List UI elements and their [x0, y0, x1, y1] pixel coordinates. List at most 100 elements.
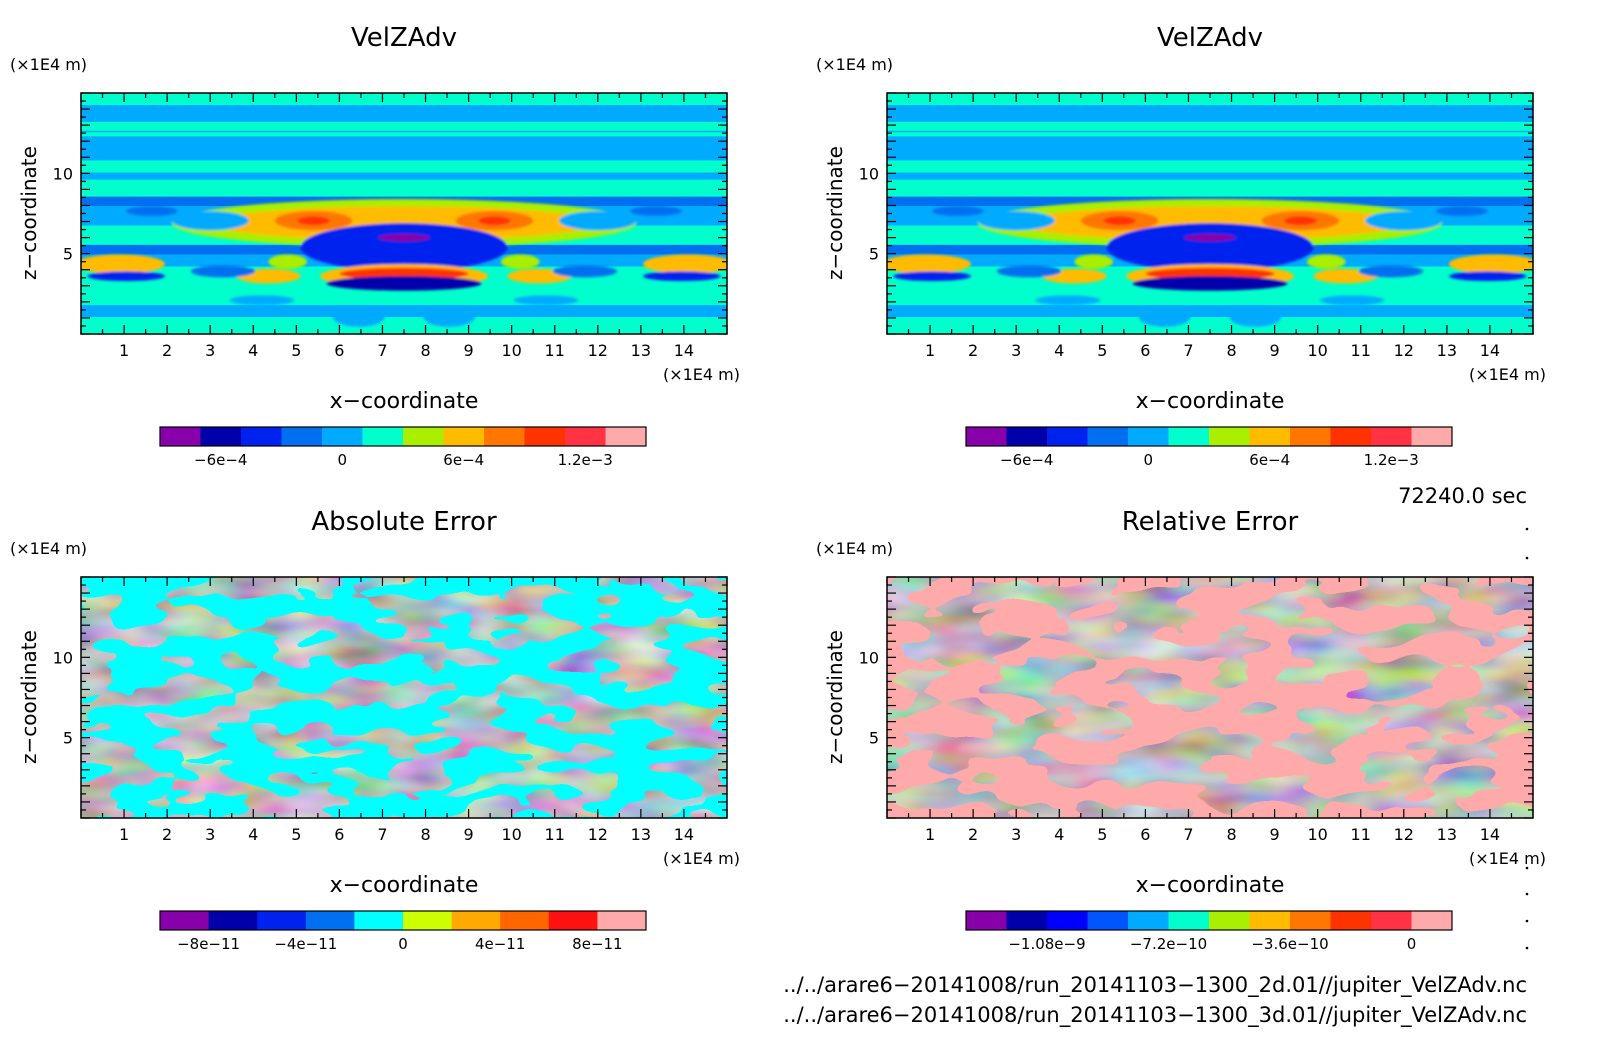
colorbar-swatch	[524, 427, 566, 446]
x-unit-label: (×1E4 m)	[1469, 365, 1546, 384]
heatmap-field	[81, 577, 727, 818]
x-tick-label: 2	[162, 825, 172, 844]
colorbar-swatch	[200, 427, 242, 446]
chart-panel-1: VelZAdv(×1E4 m)1 2 3 4 5 6 7 8 9 10 11 12 13 14510(×1…	[10, 23, 740, 469]
heatmap-field	[81, 93, 727, 334]
colorbar-tick-label: −6e−4	[1000, 451, 1053, 469]
file-path-3d: ../../arare6−20141008/run_20141103−1300_…	[783, 1003, 1527, 1028]
time-label: 72240.0 sec	[1398, 484, 1527, 508]
colorbar-swatch	[443, 427, 485, 446]
x-tick-label: 5	[1097, 341, 1107, 360]
colorbar-tick-label: 0	[398, 935, 408, 953]
colorbar-tick-label: 0	[1407, 935, 1417, 953]
margin-dots	[1525, 527, 1529, 950]
x-tick-label: 13	[631, 341, 651, 360]
colorbar-swatch	[597, 911, 647, 930]
colorbar-swatch	[354, 911, 404, 930]
axis-ticks	[886, 576, 1534, 819]
colorbar-tick-label: 1.2e−3	[558, 451, 613, 469]
heatmap-field	[887, 577, 1533, 818]
x-tick-label: 10	[501, 341, 521, 360]
x-tick-label: 4	[248, 825, 258, 844]
x-tick-label: 6	[1140, 341, 1150, 360]
colorbar-swatch	[1411, 911, 1453, 930]
axis-ticks	[80, 92, 728, 335]
colorbar-tick-label: 1.2e−3	[1364, 451, 1419, 469]
x-tick-label: 5	[1097, 825, 1107, 844]
colorbar-tick-label: −6e−4	[194, 451, 247, 469]
x-tick-label: 3	[1011, 341, 1021, 360]
x-tick-label: 9	[464, 825, 474, 844]
y-tick-label: 10	[53, 164, 73, 183]
y-tick-label: 10	[859, 648, 879, 667]
x-tick-label: 3	[205, 825, 215, 844]
colorbar	[159, 426, 647, 447]
x-tick-label: 12	[588, 341, 608, 360]
colorbar-swatch	[1330, 911, 1372, 930]
colorbar-tick-label: 6e−4	[443, 451, 484, 469]
colorbar-swatch	[403, 427, 444, 446]
colorbar-swatch	[1371, 427, 1412, 446]
colorbar-swatch	[1290, 911, 1331, 930]
x-tick-label: 4	[248, 341, 258, 360]
colorbar-swatch	[605, 427, 647, 446]
colorbar-swatch	[1128, 911, 1169, 930]
colorbar-swatch	[451, 911, 501, 930]
x-tick-label: 5	[291, 825, 301, 844]
x-tick-label: 4	[1054, 825, 1064, 844]
colorbar-swatch	[1047, 427, 1088, 446]
colorbar-swatch	[1047, 911, 1088, 930]
x-tick-label: 10	[1307, 341, 1327, 360]
x-tick-label: 11	[1351, 341, 1371, 360]
x-tick-label: 7	[377, 825, 387, 844]
colorbar-swatch	[1087, 427, 1129, 446]
x-axis-label: x−coordinate	[1136, 873, 1285, 898]
colorbar	[965, 910, 1453, 931]
colorbar-tick-label: 0	[337, 451, 347, 469]
colorbar-tick-label: 8e−11	[572, 935, 622, 953]
colorbar-tick-label: 0	[1143, 451, 1153, 469]
x-unit-label: (×1E4 m)	[663, 849, 740, 868]
y-unit-label: (×1E4 m)	[816, 55, 893, 74]
colorbar-swatch	[1168, 911, 1210, 930]
x-tick-label: 9	[1270, 825, 1280, 844]
x-tick-label: 10	[501, 825, 521, 844]
colorbar-swatch	[1249, 427, 1291, 446]
colorbar-swatch	[241, 427, 282, 446]
chart-title: Relative Error	[1122, 507, 1299, 537]
colorbar-swatch	[1128, 427, 1169, 446]
colorbar-tick-label: 6e−4	[1249, 451, 1290, 469]
x-tick-label: 13	[1437, 825, 1457, 844]
x-tick-label: 4	[1054, 341, 1064, 360]
colorbar-tick-label: −3.6e−10	[1251, 935, 1328, 953]
colorbar-swatch	[305, 911, 355, 930]
x-tick-label: 6	[334, 341, 344, 360]
x-tick-label: 9	[464, 341, 474, 360]
heatmap-field	[887, 93, 1533, 334]
x-tick-label: 3	[1011, 825, 1021, 844]
colorbar-swatch	[1330, 427, 1372, 446]
y-unit-label: (×1E4 m)	[10, 55, 87, 74]
x-tick-label: 2	[968, 825, 978, 844]
x-tick-label: 13	[631, 825, 651, 844]
colorbar-swatch	[565, 427, 606, 446]
x-tick-label: 1	[119, 341, 129, 360]
y-axis-label: z−coordinate	[823, 146, 847, 280]
colorbar-swatch	[1209, 427, 1250, 446]
y-tick-label: 10	[53, 648, 73, 667]
x-tick-label: 11	[1351, 825, 1371, 844]
x-tick-label: 9	[1270, 341, 1280, 360]
colorbar-swatch	[1411, 427, 1453, 446]
colorbar-swatch	[403, 911, 453, 930]
y-axis-label: z−coordinate	[17, 630, 41, 764]
chart-title: VelZAdv	[1157, 23, 1263, 53]
x-tick-label: 13	[1437, 341, 1457, 360]
y-tick-label: 5	[869, 729, 879, 748]
y-tick-label: 5	[63, 729, 73, 748]
chart-panel-2: VelZAdv(×1E4 m)1 2 3 4 5 6 7 8 9 10 11 12 13 14510(×1…	[816, 23, 1546, 469]
y-axis-label: z−coordinate	[823, 630, 847, 764]
colorbar-tick-label: 4e−11	[475, 935, 525, 953]
colorbar	[965, 426, 1453, 447]
colorbar-tick-label: −8e−11	[177, 935, 240, 953]
